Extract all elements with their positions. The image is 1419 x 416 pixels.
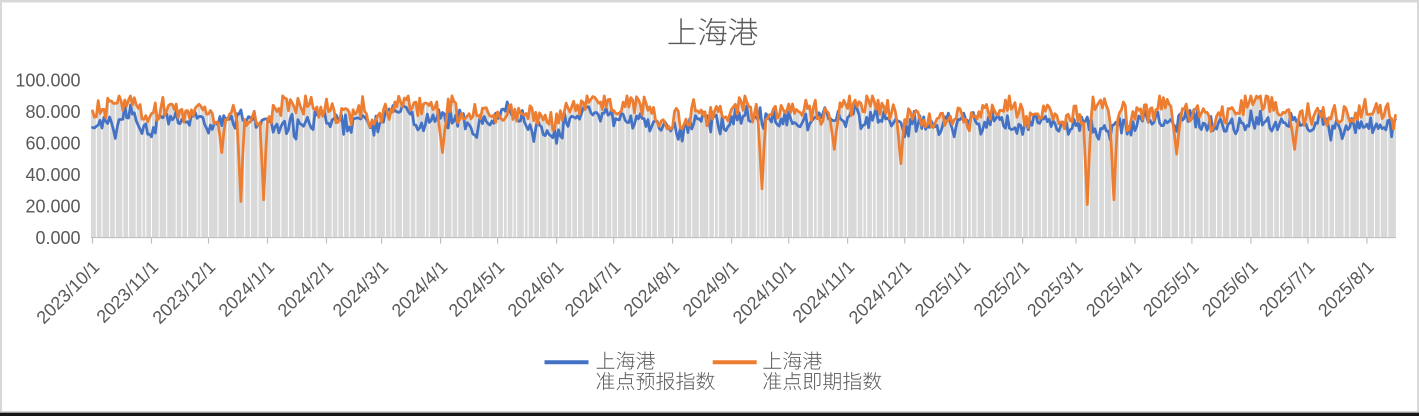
svg-text:0.000: 0.000 [35,228,80,248]
svg-text:20.000: 20.000 [25,197,80,217]
svg-text:100.000: 100.000 [15,71,80,91]
svg-text:60.000: 60.000 [25,134,80,154]
svg-text:80.000: 80.000 [25,102,80,122]
svg-text:40.000: 40.000 [25,165,80,185]
